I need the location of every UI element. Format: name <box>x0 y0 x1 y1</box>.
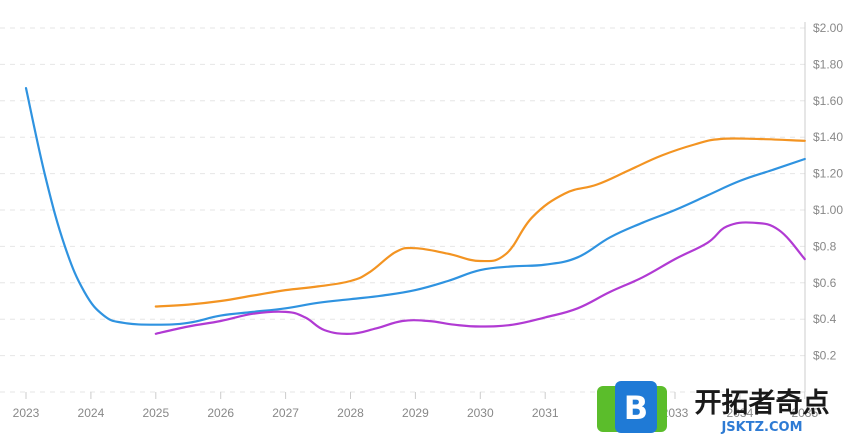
y-tick-label: $1.80 <box>813 57 843 71</box>
x-tick-label: 2034 <box>727 406 754 420</box>
watermark-logo: B 开拓者奇点 JSKTZ.COM <box>597 381 830 435</box>
x-tick-label: 2023 <box>13 406 40 420</box>
y-tick-label: $2.00 <box>813 21 843 35</box>
badge-blue-icon <box>615 381 657 433</box>
y-tick-label: $0.6 <box>813 276 837 290</box>
y-tick-label: $0.4 <box>813 312 837 326</box>
y-tick-label: $0.2 <box>813 349 837 363</box>
badge-letter: B <box>624 389 648 427</box>
x-tick-label: 2024 <box>78 406 105 420</box>
y-tick-label: $1.40 <box>813 130 843 144</box>
x-tick-label: 2033 <box>662 406 689 420</box>
y-tick-label: $0.8 <box>813 239 837 253</box>
x-tick-label: 2025 <box>142 406 169 420</box>
y-tick-label: $1.20 <box>813 167 843 181</box>
series-layer <box>24 87 806 335</box>
grid-lines <box>0 27 805 393</box>
y-axis-ticks: $0.2 $0.4 $0.6 $0.8 $1.00 $1.20 $1.40 $1.60 $1.8… <box>813 21 843 363</box>
x-tick-label: 2028 <box>337 406 364 420</box>
series-line-1 <box>154 137 806 308</box>
x-tick-label: 2035 <box>791 406 818 420</box>
y-tick-label: $1.00 <box>813 203 843 217</box>
watermark-domain: JSKTZ.COM <box>720 420 802 435</box>
x-tick-label: 2027 <box>272 406 299 420</box>
series-line-2 <box>24 87 806 326</box>
y-tick-label: $1.60 <box>813 94 843 108</box>
x-tick-label: 2031 <box>532 406 559 420</box>
watermark-title: 开拓者奇点 <box>695 388 830 419</box>
x-tick-label: 2029 <box>402 406 429 420</box>
x-tick-label: 2026 <box>207 406 234 420</box>
series-line-3 <box>154 221 806 335</box>
x-tick-label: 2030 <box>467 406 494 420</box>
